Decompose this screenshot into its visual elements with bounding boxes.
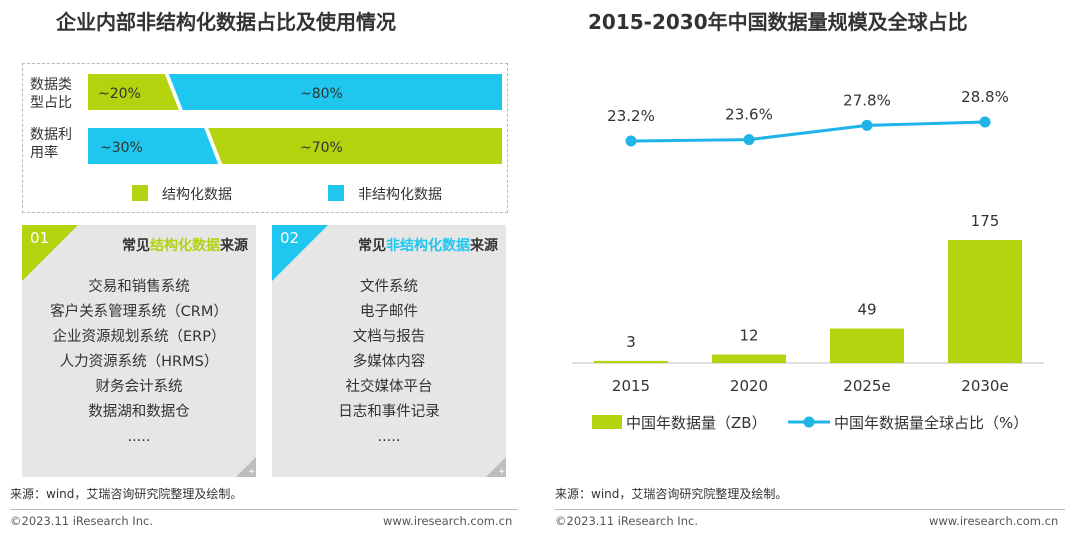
row2-unstructured-segment	[88, 128, 219, 164]
list-item: 财务会计系统	[95, 379, 183, 395]
list-item: 社交媒体平台	[345, 379, 433, 395]
corner-plus-icon: +	[236, 457, 256, 477]
left-source-note: 来源：wind，艾瑞咨询研究院整理及绘制。	[10, 487, 243, 501]
chart-title: 2015-2030年中国数据量规模及全球占比	[588, 10, 968, 34]
right-copyright: ©2023.11 iResearch Inc.	[555, 514, 698, 528]
right-website: www.iresearch.com.cn	[929, 514, 1059, 528]
row-label-type-ratio: 数据类 型占比	[30, 77, 72, 111]
list-item: 文件系统	[360, 279, 418, 295]
left-copyright: ©2023.11 iResearch Inc.	[10, 514, 153, 528]
card-badge-green	[22, 225, 78, 281]
row1-structured-segment	[88, 74, 179, 110]
legend-line-label: 中国年数据量全球占比（%）	[834, 414, 1028, 432]
row1-structured-label: ~20%	[98, 86, 141, 102]
bar-2025e	[830, 328, 904, 363]
row2-structured-label: ~70%	[300, 140, 343, 156]
x-tick-label: 2030e	[961, 377, 1008, 395]
list-item: 交易和销售系统	[88, 279, 190, 295]
bar-value-label: 12	[739, 327, 758, 345]
bar-value-label: 49	[857, 301, 876, 319]
legend-unstructured-swatch	[328, 185, 344, 201]
left-footer-divider	[10, 509, 518, 510]
bar-value-label: 3	[626, 333, 636, 351]
list-item: 人力资源系统（HRMS）	[59, 354, 219, 370]
share-point-2025e	[861, 119, 873, 131]
legend-unstructured-label: 非结构化数据	[358, 187, 442, 203]
row1-unstructured-label: ~80%	[300, 86, 343, 102]
legend-line-marker	[803, 416, 815, 428]
structured-sources-card: 01 常见结构化数据来源 交易和销售系统 客户关系管理系统（CRM） 企业资源规…	[22, 225, 256, 477]
x-tick-label: 2015	[612, 377, 650, 395]
legend-structured-swatch	[132, 185, 148, 201]
list-item: .....	[377, 429, 401, 445]
list-item: 日志和事件记录	[338, 404, 440, 420]
share-point-2020	[743, 134, 755, 146]
card-heading: 常见非结构化数据来源	[358, 238, 498, 254]
share-line	[630, 120, 986, 143]
share-value-label: 23.6%	[725, 106, 773, 124]
structured-sources-list: 交易和销售系统 客户关系管理系统（CRM） 企业资源规划系统（ERP） 人力资源…	[22, 275, 256, 450]
row-label-utilization: 数据利 用率	[30, 127, 72, 161]
list-item: 多媒体内容	[352, 354, 426, 370]
list-item: 电子邮件	[360, 304, 418, 320]
legend-bar-label: 中国年数据量（ZB）	[626, 414, 767, 432]
svg-text:+: +	[498, 467, 506, 477]
data-volume-chart: 3 2015 12 2020 49 2025e 175 2030e 23.2% 23.6% 27.8…	[572, 88, 1044, 432]
legend-bar-swatch	[592, 415, 622, 429]
row1-unstructured-segment	[168, 74, 502, 110]
card-heading: 常见结构化数据来源	[122, 238, 248, 254]
legend-structured-label: 结构化数据	[162, 187, 232, 203]
left-website: www.iresearch.com.cn	[383, 514, 513, 528]
right-source-note: 来源：wind，艾瑞咨询研究院整理及绘制。	[555, 487, 788, 501]
left-title: 企业内部非结构化数据占比及使用情况	[56, 10, 396, 34]
share-value-label: 27.8%	[843, 91, 891, 109]
x-tick-label: 2020	[730, 377, 768, 395]
bar-2020	[712, 354, 786, 363]
bar-2030e	[948, 240, 1022, 363]
corner-plus-icon: +	[486, 457, 506, 477]
right-footer-divider	[555, 509, 1065, 510]
row2-structured-segment	[208, 128, 502, 164]
share-value-label: 28.8%	[961, 88, 1009, 106]
share-value-label: 23.2%	[607, 107, 655, 125]
x-tick-label: 2025e	[843, 377, 890, 395]
list-item: .....	[127, 429, 151, 445]
ratio-box	[22, 63, 508, 213]
svg-text:+: +	[248, 467, 256, 477]
list-item: 企业资源规划系统（ERP）	[52, 329, 226, 345]
card-number: 01	[30, 229, 50, 247]
share-point-2030e	[979, 116, 991, 128]
list-item: 数据湖和数据仓	[88, 404, 190, 420]
bar-value-label: 175	[971, 212, 1000, 230]
card-badge-blue	[272, 225, 328, 281]
unstructured-sources-list: 文件系统 电子邮件 文档与报告 多媒体内容 社交媒体平台 日志和事件记录 ...…	[272, 275, 506, 450]
card-number: 02	[280, 229, 300, 247]
ratio-bars: ~20% ~80% ~30% ~70%	[88, 74, 502, 164]
bar-2015	[594, 360, 668, 363]
list-item: 客户关系管理系统（CRM）	[50, 304, 228, 320]
unstructured-sources-card: 02 常见非结构化数据来源 文件系统 电子邮件 文档与报告 多媒体内容 社交媒体…	[272, 225, 506, 477]
row2-unstructured-label: ~30%	[100, 140, 143, 156]
list-item: 文档与报告	[352, 329, 426, 345]
share-point-2015	[625, 135, 637, 147]
